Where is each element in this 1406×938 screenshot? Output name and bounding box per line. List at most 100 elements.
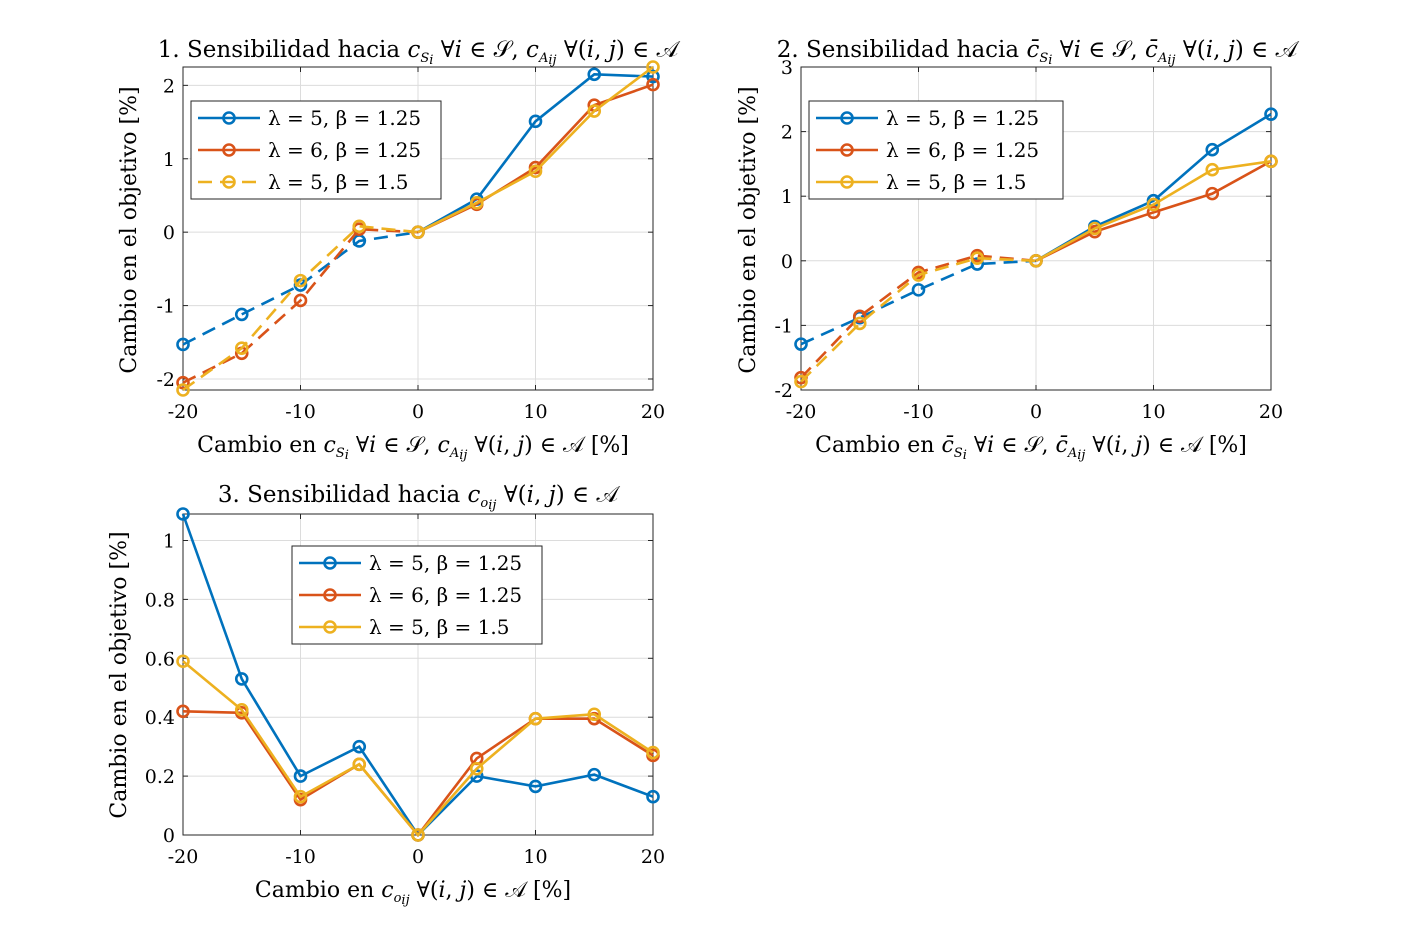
legend-swatch-marker	[323, 556, 337, 570]
legend-entry-label: λ = 5, β = 1.25	[268, 106, 421, 130]
legend-entry-label: λ = 5, β = 1.5	[268, 170, 408, 194]
legend-entry-label: λ = 6, β = 1.25	[369, 583, 522, 607]
data-point	[469, 196, 484, 210]
legend-entry-label: λ = 5, β = 1.25	[369, 551, 522, 575]
series-line	[1035, 160, 1272, 262]
data-point	[234, 703, 249, 717]
series-line-dashed	[800, 254, 1037, 379]
data-point	[1205, 186, 1220, 201]
data-point	[411, 828, 425, 842]
data-point	[794, 337, 808, 351]
data-point	[911, 283, 926, 297]
data-point	[970, 257, 985, 271]
data-point	[176, 383, 190, 397]
legend: λ = 5, β = 1.25 λ = 6, β = 1.25 λ = 5, β =…	[190, 100, 442, 200]
series-3	[176, 654, 660, 842]
chart-2-xlabel: Cambio en c̄Si ∀i ∈ 𝒮, c̄Aij ∀(i, j) ∈ 𝒜…	[815, 433, 1247, 463]
data-point	[1146, 205, 1161, 220]
data-point	[1205, 142, 1220, 157]
data-point	[587, 104, 602, 118]
data-point	[528, 164, 543, 179]
data-point	[1029, 253, 1043, 268]
y-tick-label: 0.2	[145, 766, 175, 788]
data-point	[587, 67, 602, 82]
data-point	[646, 60, 660, 74]
legend-swatch-marker	[840, 143, 854, 157]
y-tick-label: -2	[774, 380, 793, 402]
data-point	[352, 234, 367, 248]
x-tick-label: 0	[412, 846, 424, 868]
data-point	[1146, 197, 1161, 212]
x-tick-label: -10	[285, 401, 316, 423]
data-point	[352, 219, 367, 234]
data-point	[794, 374, 808, 389]
data-point	[646, 745, 660, 760]
data-point	[852, 316, 867, 331]
x-tick-label: -20	[168, 846, 199, 868]
legend-swatch-marker	[222, 175, 236, 189]
y-tick-label: 0.8	[145, 589, 175, 611]
data-point	[293, 769, 308, 783]
data-point	[352, 739, 367, 754]
series-line-dashed	[182, 230, 419, 346]
chart-1-xlabel: Cambio en cSi ∀i ∈ 𝒮, cAij ∀(i, j) ∈ 𝒜 […	[197, 433, 629, 463]
y-tick-label: 1	[163, 531, 175, 553]
data-point	[293, 293, 308, 308]
y-tick-label: 0	[163, 222, 175, 244]
data-point	[646, 77, 660, 92]
series-line	[182, 660, 654, 837]
data-point	[176, 507, 190, 521]
data-point	[528, 711, 543, 726]
data-point	[1264, 107, 1278, 121]
series-line	[417, 65, 654, 234]
data-point	[293, 789, 308, 804]
legend-swatch-marker	[323, 620, 337, 634]
legend-entry-label: λ = 5, β = 1.5	[369, 615, 509, 639]
y-tick-label: 0.6	[145, 648, 175, 670]
y-tick-label: 0	[163, 825, 175, 847]
data-point	[176, 375, 190, 390]
series-line-dashed	[800, 256, 1037, 383]
legend-entry-label: λ = 6, β = 1.25	[886, 138, 1039, 162]
series-3	[176, 60, 660, 397]
x-tick-label: -10	[903, 401, 934, 423]
y-tick-label: 0.4	[145, 707, 175, 729]
x-tick-label: 10	[523, 846, 547, 868]
legend-swatch-marker	[222, 111, 236, 125]
y-tick-label: 2	[163, 75, 175, 97]
data-point	[646, 69, 660, 84]
chart-1-title: 1. Sensibilidad hacia cSi ∀i ∈ 𝒮, cAij ∀…	[158, 37, 681, 68]
chart-2-ylabel: Cambio en el objetivo [%]	[736, 86, 761, 373]
data-point	[176, 337, 190, 352]
series-3	[794, 154, 1278, 389]
chart-3-plot-area: -20 -10 0 10 20 0 0.2 0.4 0.6 0.8 1 λ = 5, β = 1.25…	[145, 507, 665, 868]
y-tick-label: 0	[781, 251, 793, 273]
data-point	[234, 307, 249, 322]
y-tick-label: 2	[781, 122, 793, 144]
data-point	[587, 707, 602, 722]
x-tick-label: -10	[285, 846, 316, 868]
data-point	[1264, 154, 1278, 169]
legend-swatch-marker	[840, 111, 854, 125]
chart-1: 1. Sensibilidad hacia cSi ∀i ∈ 𝒮, cAij ∀…	[117, 37, 680, 463]
data-point	[528, 779, 543, 794]
data-point	[293, 273, 308, 288]
data-point	[587, 767, 602, 782]
legend-entry-label: λ = 6, β = 1.25	[268, 138, 421, 162]
data-point	[646, 789, 660, 804]
chart-3-title: 3. Sensibilidad hacia coij ∀(i, j) ∈ 𝒜	[218, 482, 620, 513]
y-tick-label: 1	[163, 149, 175, 171]
series-line-dashed	[182, 224, 419, 392]
data-point	[234, 672, 249, 686]
chart-3-ylabel: Cambio en el objetivo [%]	[107, 531, 132, 818]
chart-2-title: 2. Sensibilidad hacia c̄Si ∀i ∈ 𝒮, c̄Aij…	[777, 37, 1300, 68]
x-tick-label: 10	[523, 401, 547, 423]
x-tick-label: 20	[641, 846, 665, 868]
x-tick-label: 20	[1259, 401, 1283, 423]
legend-swatch-marker	[222, 143, 236, 157]
x-tick-label: 10	[1141, 401, 1165, 423]
x-tick-label: 0	[1030, 401, 1042, 423]
y-tick-label: -2	[156, 369, 175, 391]
